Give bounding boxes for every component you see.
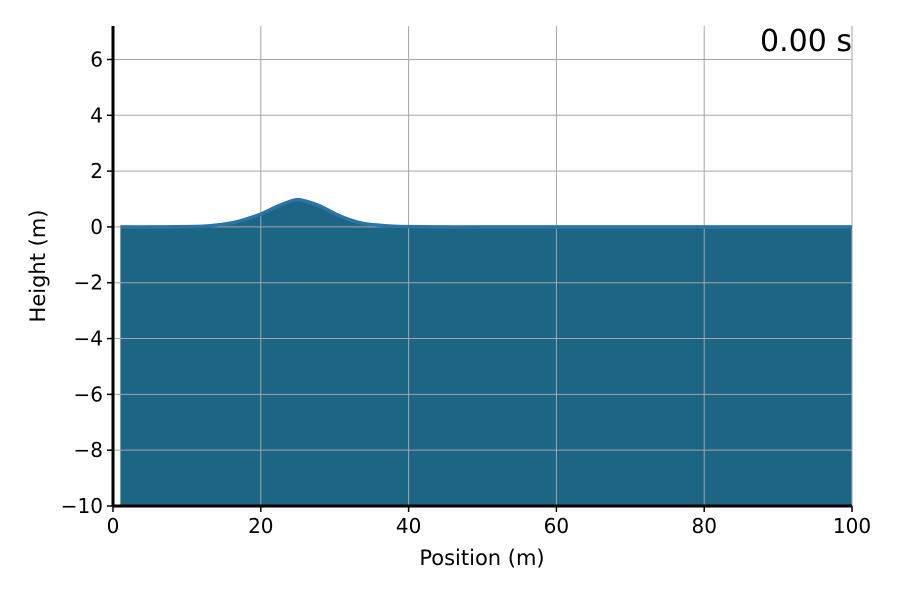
axes-layer bbox=[111, 26, 852, 508]
x-tick-label: 100 bbox=[833, 514, 871, 538]
x-tick-label: 40 bbox=[396, 514, 421, 538]
y-tick-label: −6 bbox=[74, 382, 103, 406]
water-fill-layer bbox=[120, 199, 852, 506]
x-axis-label: Position (m) bbox=[419, 546, 544, 570]
surface-line-layer bbox=[120, 197, 852, 229]
y-tick-label: −2 bbox=[74, 271, 103, 295]
water-surface-line bbox=[120, 197, 852, 229]
y-tick-label: −8 bbox=[74, 438, 103, 462]
water-area bbox=[120, 199, 852, 506]
y-tick-label: 0 bbox=[90, 215, 103, 239]
x-tick-label: 60 bbox=[544, 514, 569, 538]
y-tick-label: 6 bbox=[90, 47, 103, 71]
x-tick-label: 0 bbox=[107, 514, 120, 538]
time-readout: 0.00 s bbox=[760, 24, 852, 59]
y-tick-label: 2 bbox=[90, 159, 103, 183]
x-tick-label: 20 bbox=[248, 514, 273, 538]
y-tick-label: −4 bbox=[74, 327, 103, 351]
y-tick-label: −10 bbox=[61, 494, 103, 518]
y-tick-label: 4 bbox=[90, 103, 103, 127]
y-axis-label: Height (m) bbox=[26, 210, 50, 323]
x-tick-label: 80 bbox=[691, 514, 716, 538]
